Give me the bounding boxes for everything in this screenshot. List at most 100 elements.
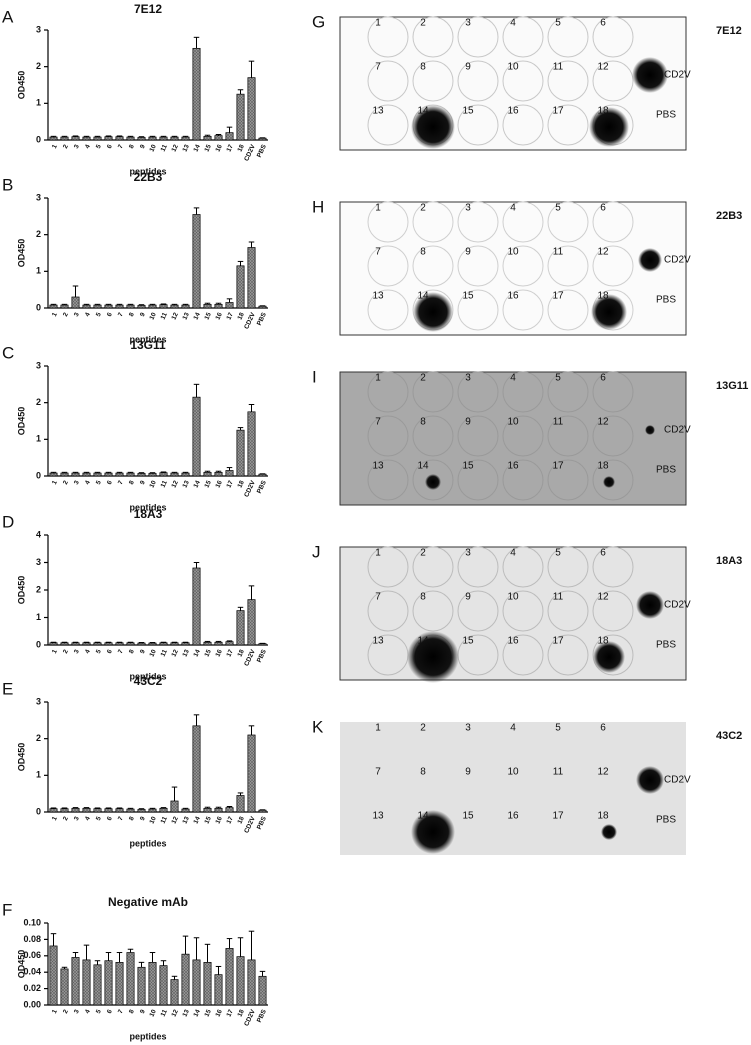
y-tick-label: 0: [36, 302, 41, 312]
well-label: 9: [465, 592, 471, 603]
x-tick-label: 3: [73, 648, 81, 655]
well-label: 12: [597, 247, 609, 258]
x-tick-label: 15: [203, 479, 213, 489]
x-tick-label: 3: [73, 1008, 81, 1015]
panel-letter: E: [2, 679, 13, 698]
well-label: 10: [507, 767, 519, 778]
well: [547, 546, 589, 588]
bar-hatch: [214, 304, 223, 308]
spot: [411, 810, 455, 854]
x-tick-label: 15: [203, 143, 213, 153]
x-tick-label: 14: [192, 479, 202, 489]
y-tick-label: 0: [36, 470, 41, 480]
bar-hatch: [60, 968, 69, 1005]
bar-hatch: [137, 137, 146, 140]
control-label: CD2V: [664, 600, 691, 611]
well-label: 13: [372, 811, 384, 822]
x-tick-label: 17: [225, 479, 235, 489]
well-label: 5: [555, 18, 561, 29]
bar-hatch: [49, 305, 58, 308]
well: [457, 16, 499, 58]
bar-hatch: [214, 974, 223, 1005]
x-tick-label: 1: [51, 311, 59, 318]
well: [457, 104, 499, 146]
well: [367, 371, 409, 413]
well: [502, 245, 544, 287]
well-label: 16: [507, 636, 519, 647]
spot: [636, 591, 664, 619]
well-label: 17: [552, 106, 564, 117]
x-tick-label: 9: [139, 648, 147, 655]
x-tick-label: 17: [225, 311, 235, 321]
bar-hatch: [214, 135, 223, 140]
bar-hatch: [93, 642, 102, 645]
x-tick-label: 18: [236, 479, 246, 489]
chart-title: Negative mAb: [108, 895, 188, 909]
x-tick-label: 11: [160, 1008, 169, 1018]
bar-hatch: [170, 642, 179, 645]
x-tick-label: 15: [203, 648, 213, 658]
well: [457, 415, 499, 457]
spot: [645, 425, 655, 435]
well-label: 11: [553, 62, 564, 73]
spot: [425, 474, 441, 490]
spot: [411, 105, 455, 149]
bar-hatch: [214, 472, 223, 476]
x-tick-label: 6: [106, 311, 114, 318]
bar-hatch: [170, 801, 179, 812]
y-tick-label: 1: [36, 770, 41, 780]
well: [502, 16, 544, 58]
control-label: PBS: [656, 465, 676, 476]
bar-hatch: [181, 305, 190, 308]
well-label: 13: [372, 106, 384, 117]
well: [367, 546, 409, 588]
well: [592, 245, 634, 287]
x-tick-label: 17: [225, 143, 235, 153]
well-label: 1: [375, 723, 381, 734]
x-tick-label: 13: [181, 311, 191, 321]
well: [412, 371, 454, 413]
bar-hatch: [82, 473, 91, 476]
well-label: 11: [553, 767, 564, 778]
well-label: 8: [420, 247, 426, 258]
well-label: 7: [375, 247, 381, 258]
well-label: 3: [465, 373, 471, 384]
well: [502, 415, 544, 457]
well: [412, 459, 454, 501]
x-tick-label: 5: [95, 479, 103, 486]
bar-hatch: [258, 810, 267, 812]
x-tick-label: 6: [106, 648, 114, 655]
well: [547, 16, 589, 58]
y-tick-label: 0.04: [23, 967, 41, 977]
x-tick-label: 16: [214, 479, 224, 489]
control-label: PBS: [656, 815, 676, 826]
bar-hatch: [137, 305, 146, 308]
y-axis-label: OD450: [16, 576, 26, 605]
bar-hatch: [148, 305, 157, 308]
bar-hatch: [181, 473, 190, 476]
y-axis-label: OD450: [16, 743, 26, 772]
bar-hatch: [137, 809, 146, 812]
well: [502, 104, 544, 146]
well: [412, 16, 454, 58]
x-tick-label: 18: [236, 648, 246, 658]
membrane: [339, 546, 687, 681]
y-tick-label: 0.00: [23, 999, 41, 1009]
bar-hatch: [225, 302, 234, 308]
well-label: 10: [507, 417, 519, 428]
well-label: 9: [465, 767, 471, 778]
x-tick-label: 5: [95, 1008, 103, 1015]
well: [547, 634, 589, 676]
x-tick-label: 7: [117, 1008, 125, 1015]
spot: [593, 641, 625, 673]
bar-hatch: [71, 642, 80, 645]
bar-hatch: [115, 473, 124, 476]
bar-hatch: [159, 304, 168, 308]
membrane: [339, 371, 687, 506]
x-tick-label: 9: [139, 479, 147, 486]
y-tick-label: 0: [36, 134, 41, 144]
well-label: 12: [597, 62, 609, 73]
x-tick-label: PBS: [256, 311, 268, 327]
bar-hatch: [115, 305, 124, 308]
well-label: 18: [597, 636, 609, 647]
